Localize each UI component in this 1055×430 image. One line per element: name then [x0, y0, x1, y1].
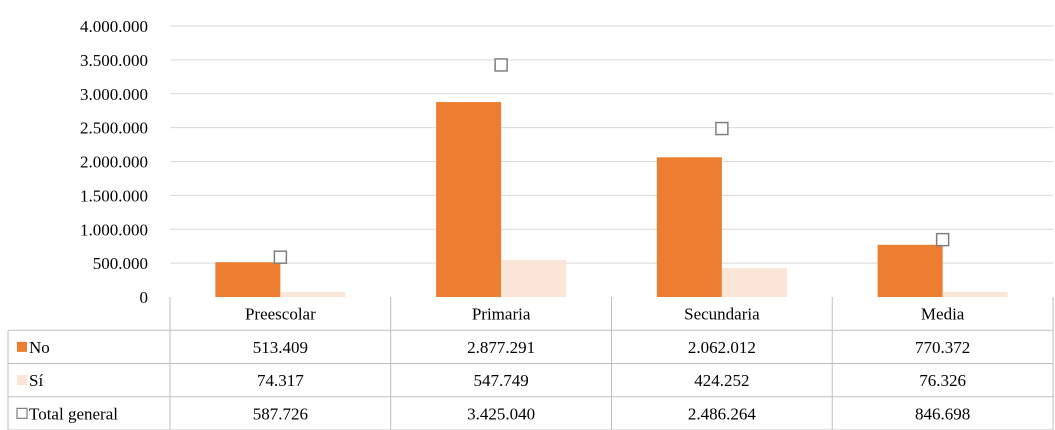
- marker-total: [494, 58, 508, 72]
- y-tick-label: 1.500.000: [80, 186, 148, 205]
- bar-si: [721, 268, 787, 297]
- category-label: Media: [921, 305, 965, 324]
- table-cell-value: 76.326: [919, 371, 966, 390]
- legend-key-total: [16, 407, 28, 419]
- bar-si: [280, 291, 346, 297]
- bar-si: [942, 291, 1008, 297]
- y-tick-label: 1.000.000: [80, 220, 148, 239]
- bar-no: [215, 262, 281, 297]
- category-label: Secundaria: [684, 305, 760, 324]
- category-label: Primaria: [472, 305, 531, 324]
- marker-total: [935, 232, 950, 247]
- bar-no: [877, 244, 943, 297]
- series-name: Sí: [29, 371, 43, 390]
- y-tick-label: 4.000.000: [80, 17, 148, 36]
- table-cell-value: 770.372: [915, 338, 970, 357]
- series-name: Total general: [29, 404, 118, 423]
- table-cell-value: 846.698: [915, 404, 970, 423]
- table-cell-value: 74.317: [257, 371, 304, 390]
- table-cell-value: 2.062.012: [688, 338, 756, 357]
- legend-key-si: [17, 375, 27, 386]
- y-tick-label: 2.000.000: [80, 153, 148, 172]
- y-tick-label: 3.000.000: [80, 85, 148, 104]
- marker-total: [715, 121, 729, 136]
- table-cell-value: 513.409: [253, 338, 308, 357]
- table-cell-value: 3.425.040: [467, 404, 535, 423]
- table-cell-value: 547.749: [474, 371, 529, 390]
- series-name: No: [29, 338, 50, 357]
- marker-total: [273, 250, 288, 264]
- bar-si: [501, 259, 567, 297]
- y-tick-label: 0: [140, 288, 149, 307]
- table-cell-value: 2.486.264: [688, 404, 757, 423]
- y-tick-label: 2.500.000: [80, 119, 148, 138]
- table-cell-value: 424.252: [694, 371, 749, 390]
- bar-no: [656, 157, 722, 297]
- bar-no: [436, 102, 502, 297]
- table-cell-value: 587.726: [253, 404, 308, 423]
- y-tick-label: 3.500.000: [80, 51, 148, 70]
- y-tick-label: 500.000: [93, 254, 148, 273]
- table-cell-value: 2.877.291: [467, 338, 535, 357]
- legend-key-no: [17, 341, 27, 352]
- category-label: Preescolar: [245, 305, 316, 324]
